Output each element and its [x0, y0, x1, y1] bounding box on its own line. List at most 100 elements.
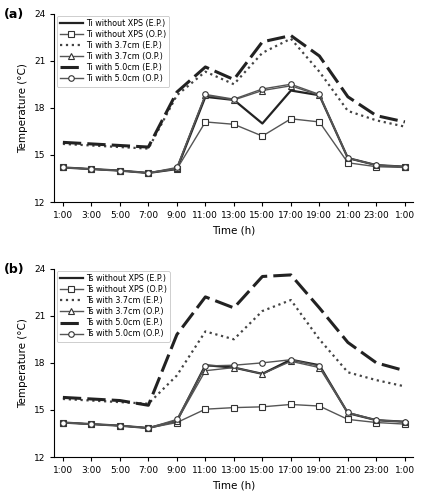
- Ti with 3.7cm (E.P.): [60, 141, 65, 147]
- Ts with 3.7cm (E.P.): [232, 336, 237, 342]
- Line: Ts with 3.7cm (E.P.): Ts with 3.7cm (E.P.): [63, 300, 405, 404]
- Ti with 3.7cm (O.P.): [146, 170, 151, 176]
- Ti with 3.7cm (O.P.): [60, 165, 65, 171]
- Ts with 5.0cm (E.P.): [232, 305, 237, 311]
- Ti with 5.0cm (O.P.): [203, 91, 208, 97]
- Ts with 5.0cm (E.P.): [345, 339, 350, 345]
- Ts with 5.0cm (O.P.): [174, 416, 179, 422]
- Line: Ts without XPS (O.P.): Ts without XPS (O.P.): [60, 402, 407, 431]
- Ts with 3.7cm (O.P.): [345, 410, 350, 416]
- Ts without XPS (E.P.): [402, 419, 407, 425]
- Ts with 5.0cm (O.P.): [60, 420, 65, 426]
- Ts with 5.0cm (E.P.): [317, 305, 322, 311]
- Ts with 3.7cm (O.P.): [288, 358, 293, 364]
- Ti without XPS (E.P.): [174, 166, 179, 172]
- Ti without XPS (O.P.): [317, 119, 322, 125]
- Ts with 5.0cm (O.P.): [203, 363, 208, 369]
- Ts with 5.0cm (O.P.): [374, 417, 379, 423]
- Line: Ti with 3.7cm (E.P.): Ti with 3.7cm (E.P.): [63, 39, 405, 149]
- Ts with 3.7cm (O.P.): [402, 419, 407, 425]
- Ti with 5.0cm (E.P.): [232, 76, 237, 82]
- Ts without XPS (O.P.): [345, 416, 350, 422]
- Ts with 3.7cm (E.P.): [374, 377, 379, 383]
- Ti with 5.0cm (O.P.): [60, 165, 65, 171]
- Ts with 5.0cm (E.P.): [174, 332, 179, 338]
- Ts with 3.7cm (O.P.): [232, 365, 237, 371]
- Ti with 3.7cm (O.P.): [260, 87, 265, 93]
- X-axis label: Time (h): Time (h): [212, 481, 256, 491]
- Ts with 5.0cm (E.P.): [60, 394, 65, 400]
- Ts without XPS (E.P.): [60, 420, 65, 426]
- Ts without XPS (E.P.): [174, 418, 179, 424]
- Ti without XPS (E.P.): [288, 87, 293, 93]
- Ti with 3.7cm (E.P.): [174, 92, 179, 98]
- Ti without XPS (E.P.): [117, 168, 123, 174]
- Ts with 5.0cm (O.P.): [317, 363, 322, 369]
- Ti with 5.0cm (O.P.): [374, 162, 379, 168]
- Ts with 5.0cm (O.P.): [89, 421, 94, 427]
- Ti with 5.0cm (O.P.): [317, 91, 322, 97]
- Ti with 5.0cm (O.P.): [260, 86, 265, 92]
- Line: Ti without XPS (O.P.): Ti without XPS (O.P.): [60, 116, 407, 176]
- Ti without XPS (E.P.): [232, 97, 237, 103]
- Ts with 3.7cm (O.P.): [260, 371, 265, 377]
- Ti without XPS (O.P.): [60, 165, 65, 171]
- Ts with 5.0cm (E.P.): [89, 396, 94, 402]
- Ti with 5.0cm (O.P.): [146, 170, 151, 176]
- Ti with 3.7cm (O.P.): [203, 92, 208, 98]
- Ti with 3.7cm (E.P.): [203, 69, 208, 75]
- Ts with 5.0cm (O.P.): [232, 362, 237, 368]
- Ts with 3.7cm (O.P.): [203, 368, 208, 374]
- Ti without XPS (O.P.): [146, 170, 151, 176]
- Ti with 5.0cm (E.P.): [89, 141, 94, 147]
- Ts with 3.7cm (E.P.): [203, 328, 208, 334]
- Ts with 3.7cm (O.P.): [174, 418, 179, 424]
- Ts with 3.7cm (E.P.): [345, 369, 350, 375]
- Ts with 3.7cm (E.P.): [402, 383, 407, 389]
- Text: (b): (b): [4, 263, 25, 276]
- Ti without XPS (E.P.): [60, 165, 65, 171]
- Text: (a): (a): [4, 8, 24, 21]
- Ts with 5.0cm (E.P.): [146, 402, 151, 408]
- Line: Ts without XPS (E.P.): Ts without XPS (E.P.): [63, 360, 405, 428]
- Ts without XPS (E.P.): [117, 423, 123, 429]
- Ts without XPS (O.P.): [117, 423, 123, 429]
- Ti with 3.7cm (E.P.): [345, 108, 350, 114]
- Line: Ti without XPS (E.P.): Ti without XPS (E.P.): [63, 90, 405, 173]
- Line: Ts with 3.7cm (O.P.): Ts with 3.7cm (O.P.): [60, 358, 407, 431]
- Ts without XPS (O.P.): [60, 420, 65, 426]
- Ti with 3.7cm (O.P.): [374, 162, 379, 168]
- Ts without XPS (E.P.): [203, 362, 208, 368]
- Ti with 3.7cm (E.P.): [232, 81, 237, 87]
- Ti with 5.0cm (E.P.): [374, 113, 379, 119]
- Ti with 3.7cm (E.P.): [317, 69, 322, 75]
- Ts without XPS (O.P.): [402, 421, 407, 427]
- Line: Ti with 5.0cm (O.P.): Ti with 5.0cm (O.P.): [60, 81, 407, 176]
- Ti without XPS (O.P.): [345, 160, 350, 166]
- Ti with 5.0cm (E.P.): [174, 89, 179, 95]
- Ti without XPS (O.P.): [232, 121, 237, 127]
- Ts without XPS (O.P.): [232, 405, 237, 411]
- Ti with 5.0cm (E.P.): [317, 53, 322, 59]
- Ts with 5.0cm (E.P.): [117, 398, 123, 404]
- Y-axis label: Temperature (°C): Temperature (°C): [18, 318, 28, 408]
- Ts with 3.7cm (O.P.): [374, 417, 379, 423]
- Ts with 5.0cm (E.P.): [374, 360, 379, 366]
- Ts with 5.0cm (O.P.): [117, 423, 123, 429]
- Ti without XPS (E.P.): [345, 155, 350, 161]
- Ti with 5.0cm (E.P.): [402, 119, 407, 125]
- Ts with 3.7cm (E.P.): [146, 401, 151, 407]
- Ts without XPS (E.P.): [288, 357, 293, 363]
- Ti without XPS (E.P.): [402, 164, 407, 170]
- Line: Ts with 5.0cm (E.P.): Ts with 5.0cm (E.P.): [63, 275, 405, 405]
- Ts without XPS (E.P.): [374, 417, 379, 423]
- Ts with 5.0cm (E.P.): [260, 273, 265, 279]
- Ti with 3.7cm (O.P.): [232, 97, 237, 103]
- Ti without XPS (E.P.): [146, 170, 151, 176]
- Ts with 3.7cm (E.P.): [60, 396, 65, 402]
- Ts with 5.0cm (O.P.): [288, 357, 293, 363]
- Ts without XPS (E.P.): [232, 365, 237, 371]
- Ti with 5.0cm (O.P.): [402, 164, 407, 170]
- Ts with 3.7cm (E.P.): [174, 372, 179, 378]
- Ts without XPS (O.P.): [146, 425, 151, 431]
